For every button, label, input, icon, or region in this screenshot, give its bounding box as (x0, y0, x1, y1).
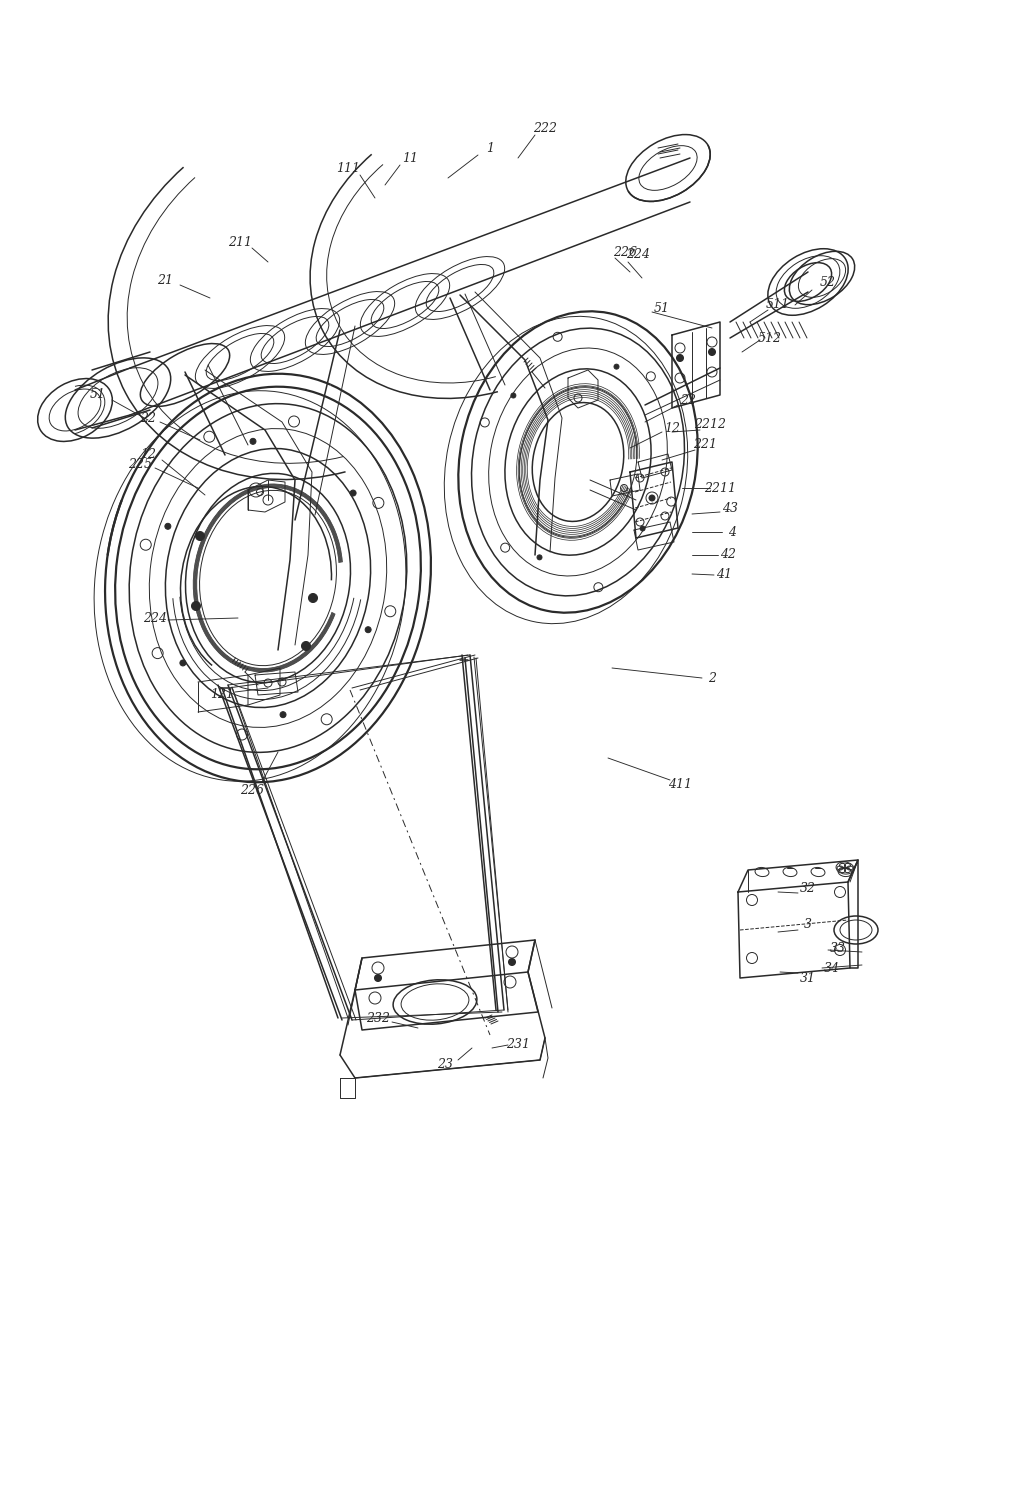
Text: 51: 51 (654, 302, 670, 314)
Text: 232: 232 (366, 1012, 390, 1024)
Text: 41: 41 (716, 568, 732, 582)
Circle shape (165, 523, 171, 529)
Text: 3: 3 (804, 918, 812, 931)
Text: 12: 12 (664, 422, 680, 435)
Text: 512: 512 (758, 332, 782, 344)
Text: 51: 51 (90, 389, 106, 402)
Circle shape (350, 490, 356, 496)
Text: 222: 222 (534, 121, 557, 135)
Text: 111: 111 (336, 161, 360, 175)
Text: 23: 23 (437, 1058, 453, 1072)
Circle shape (280, 712, 286, 718)
Text: 1: 1 (486, 142, 494, 154)
Circle shape (180, 659, 186, 665)
Circle shape (301, 641, 310, 650)
Circle shape (250, 438, 256, 444)
Circle shape (511, 393, 516, 398)
Text: 224: 224 (626, 248, 650, 262)
Circle shape (375, 975, 382, 982)
Circle shape (649, 495, 655, 501)
Text: 33: 33 (830, 942, 846, 954)
Text: 2211: 2211 (705, 481, 736, 495)
Text: 4: 4 (728, 526, 736, 538)
Text: 211: 211 (228, 236, 252, 248)
Circle shape (614, 365, 618, 369)
Text: 43: 43 (722, 501, 738, 514)
Text: 22: 22 (680, 393, 696, 407)
Text: 411: 411 (668, 779, 692, 791)
Text: 11: 11 (402, 151, 418, 164)
Circle shape (640, 526, 645, 531)
Text: 42: 42 (720, 549, 736, 562)
Circle shape (196, 532, 205, 541)
Circle shape (677, 354, 683, 362)
Text: 2: 2 (708, 671, 716, 685)
Circle shape (509, 958, 515, 966)
Circle shape (537, 555, 542, 559)
Text: 22: 22 (140, 411, 156, 425)
Circle shape (308, 594, 317, 602)
Text: 226: 226 (240, 783, 264, 797)
Text: 224: 224 (143, 611, 167, 625)
Text: 34: 34 (824, 961, 840, 975)
Text: 2212: 2212 (694, 419, 726, 432)
Circle shape (709, 348, 716, 356)
Text: 225: 225 (128, 459, 152, 471)
Text: 511: 511 (766, 299, 790, 311)
Text: 231: 231 (506, 1039, 530, 1051)
Text: 121: 121 (210, 689, 234, 701)
Circle shape (191, 601, 201, 610)
Text: 12: 12 (140, 448, 156, 462)
Text: 32: 32 (800, 882, 816, 894)
Circle shape (366, 626, 371, 632)
Text: 221: 221 (693, 438, 717, 451)
Text: 226: 226 (613, 245, 637, 259)
Text: 21: 21 (157, 274, 173, 287)
Text: 31: 31 (800, 972, 816, 985)
Text: 52: 52 (820, 275, 836, 289)
